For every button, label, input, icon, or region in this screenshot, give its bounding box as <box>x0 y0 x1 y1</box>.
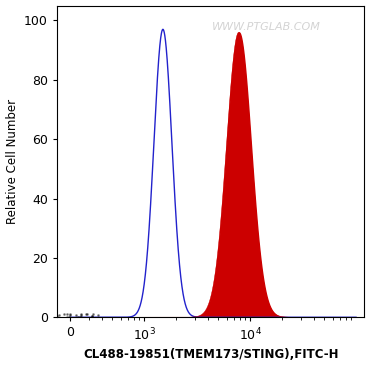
Point <box>67 314 73 320</box>
Point <box>77 314 83 320</box>
Point <box>78 314 84 320</box>
Point <box>78 312 84 318</box>
Point <box>84 311 90 317</box>
Point <box>78 312 84 317</box>
X-axis label: CL488-19851(TMEM173/STING),FITC-H: CL488-19851(TMEM173/STING),FITC-H <box>83 348 339 361</box>
Point <box>84 311 90 317</box>
Point <box>67 312 73 317</box>
Point <box>73 312 79 318</box>
Point <box>64 314 70 320</box>
Point <box>95 312 101 318</box>
Point <box>90 311 96 317</box>
Text: WWW.PTGLAB.COM: WWW.PTGLAB.COM <box>212 22 320 32</box>
Point <box>89 313 95 319</box>
Y-axis label: Relative Cell Number: Relative Cell Number <box>6 99 18 224</box>
Point <box>54 313 60 319</box>
Point <box>56 312 62 318</box>
Point <box>61 311 67 317</box>
Point <box>75 314 81 320</box>
Point <box>64 311 70 317</box>
Point <box>68 311 74 317</box>
Point <box>88 313 94 319</box>
